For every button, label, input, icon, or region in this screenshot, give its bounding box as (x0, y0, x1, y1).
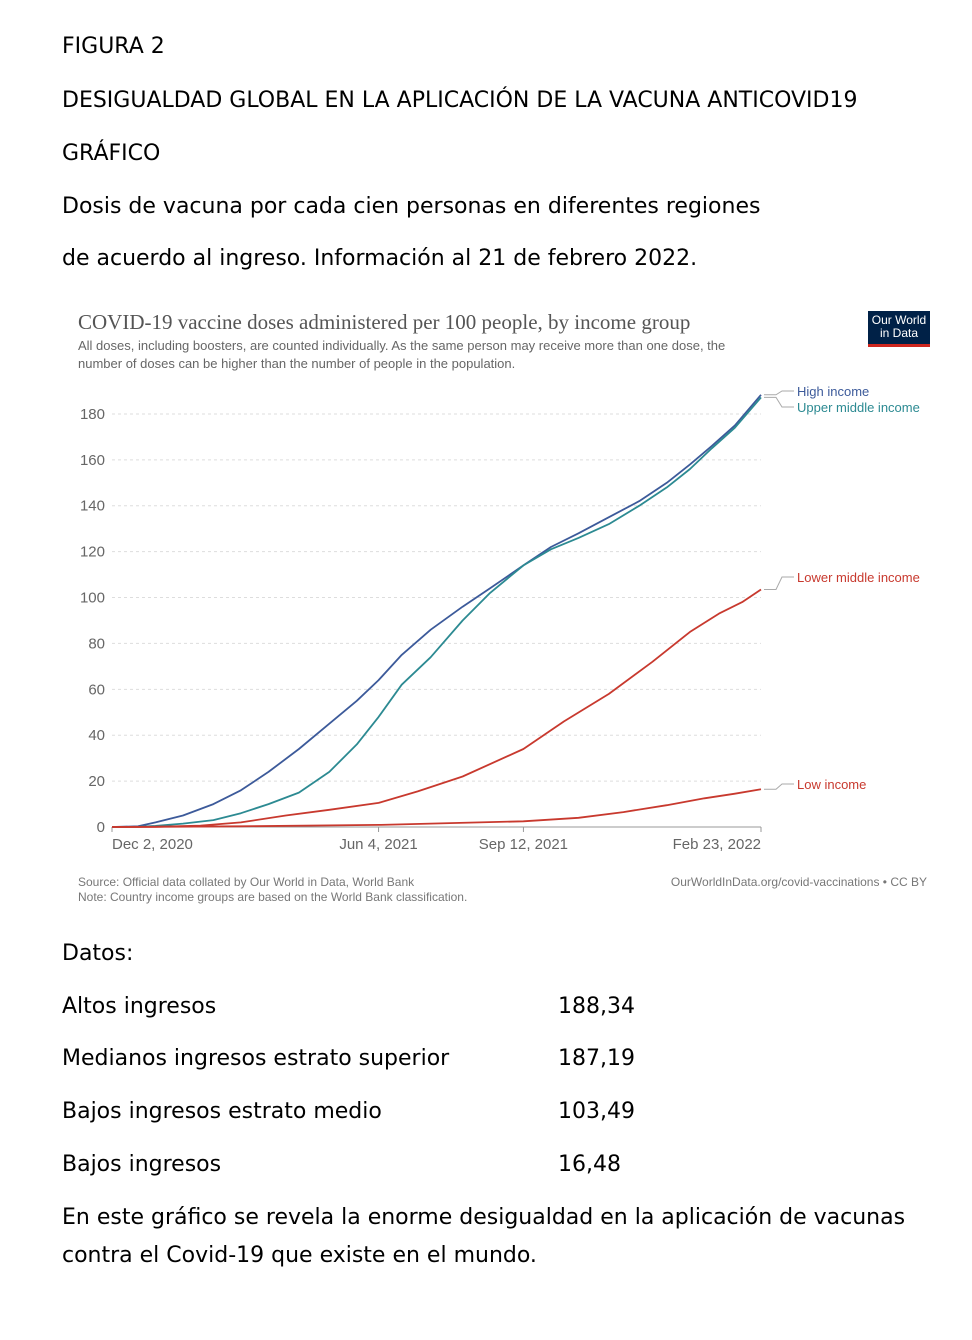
legend-label: High income (797, 384, 869, 399)
y-tick-label: 80 (88, 635, 105, 652)
chart-source: Source: Official data collated by Our Wo… (78, 875, 415, 889)
data-row-label: Bajos ingresos (62, 1152, 222, 1177)
legend-connector (764, 576, 794, 590)
chart-note: Note: Country income groups are based on… (78, 890, 467, 904)
legend-label: Upper middle income (797, 400, 920, 415)
logo-line-1: Our World (871, 313, 927, 327)
series-line (111, 588, 762, 828)
owid-logo: Our World in Data (868, 311, 930, 347)
data-row-value: 103,49 (558, 1099, 635, 1124)
x-tick-label: Jun 4, 2021 (339, 836, 417, 853)
chart-subtitle-line-2: number of doses can be higher than the n… (78, 356, 515, 371)
description-line-1: Dosis de vacuna por cada cien personas e… (62, 194, 761, 219)
x-tick-label: Dec 2, 2020 (112, 836, 193, 853)
data-heading: Datos: (62, 941, 134, 966)
y-tick-label: 40 (88, 727, 105, 744)
legend-label: Low income (797, 777, 866, 792)
y-tick-label: 180 (80, 406, 105, 423)
series-line (111, 394, 762, 828)
chart-gridlines (112, 413, 761, 828)
chart-series (111, 394, 762, 828)
data-row-label: Altos ingresos (62, 994, 217, 1019)
data-row-value: 187,19 (558, 1046, 635, 1071)
y-tick-label: 20 (88, 773, 105, 790)
y-tick-label: 120 (80, 544, 105, 561)
y-tick-label: 60 (88, 681, 105, 698)
chart-subtitle-line-1: All doses, including boosters, are count… (78, 338, 725, 353)
description-line-2: de acuerdo al ingreso. Información al 21… (62, 246, 698, 271)
vaccine-chart: COVID-19 vaccine doses administered per … (78, 310, 927, 904)
legend-connector (764, 390, 794, 396)
x-axis-ticks: Dec 2, 2020 Jun 4, 2021 Sep 12, 2021 Feb 23… (111, 827, 762, 853)
logo-line-2: in Data (879, 326, 919, 340)
y-tick-label: 0 (97, 819, 105, 836)
data-row-label: Medianos ingresos estrato superior (62, 1046, 450, 1071)
conclusion-line-2: contra el Covid-19 que existe en el mund… (62, 1243, 537, 1268)
series-line (111, 788, 762, 828)
series-line (111, 396, 762, 828)
y-tick-label: 100 (80, 590, 105, 607)
conclusion-line-1: En este gráfico se revela la enorme desi… (62, 1205, 906, 1230)
figure-heading: DESIGUALDAD GLOBAL EN LA APLICACIÓN DE L… (62, 88, 858, 113)
y-tick-label: 160 (80, 452, 105, 469)
y-axis-ticks: 0 20 40 60 80 100 120 140 160 180 (80, 406, 105, 836)
legend-label: Lower middle income (797, 570, 920, 585)
data-row-value: 16,48 (558, 1152, 621, 1177)
figure-subheading: GRÁFICO (62, 141, 161, 166)
y-tick-label: 140 (80, 498, 105, 515)
figure-label: FIGURA 2 (62, 34, 165, 59)
legend-connector (764, 783, 794, 790)
x-tick-label: Feb 23, 2022 (673, 836, 761, 853)
legend-connector (764, 396, 794, 408)
chart-credit: OurWorldInData.org/covid-vaccinations • … (671, 875, 927, 889)
data-row-value: 188,34 (558, 994, 635, 1019)
x-tick-label: Sep 12, 2021 (479, 836, 568, 853)
data-row-label: Bajos ingresos estrato medio (62, 1099, 382, 1124)
chart-title: COVID-19 vaccine doses administered per … (78, 310, 690, 334)
